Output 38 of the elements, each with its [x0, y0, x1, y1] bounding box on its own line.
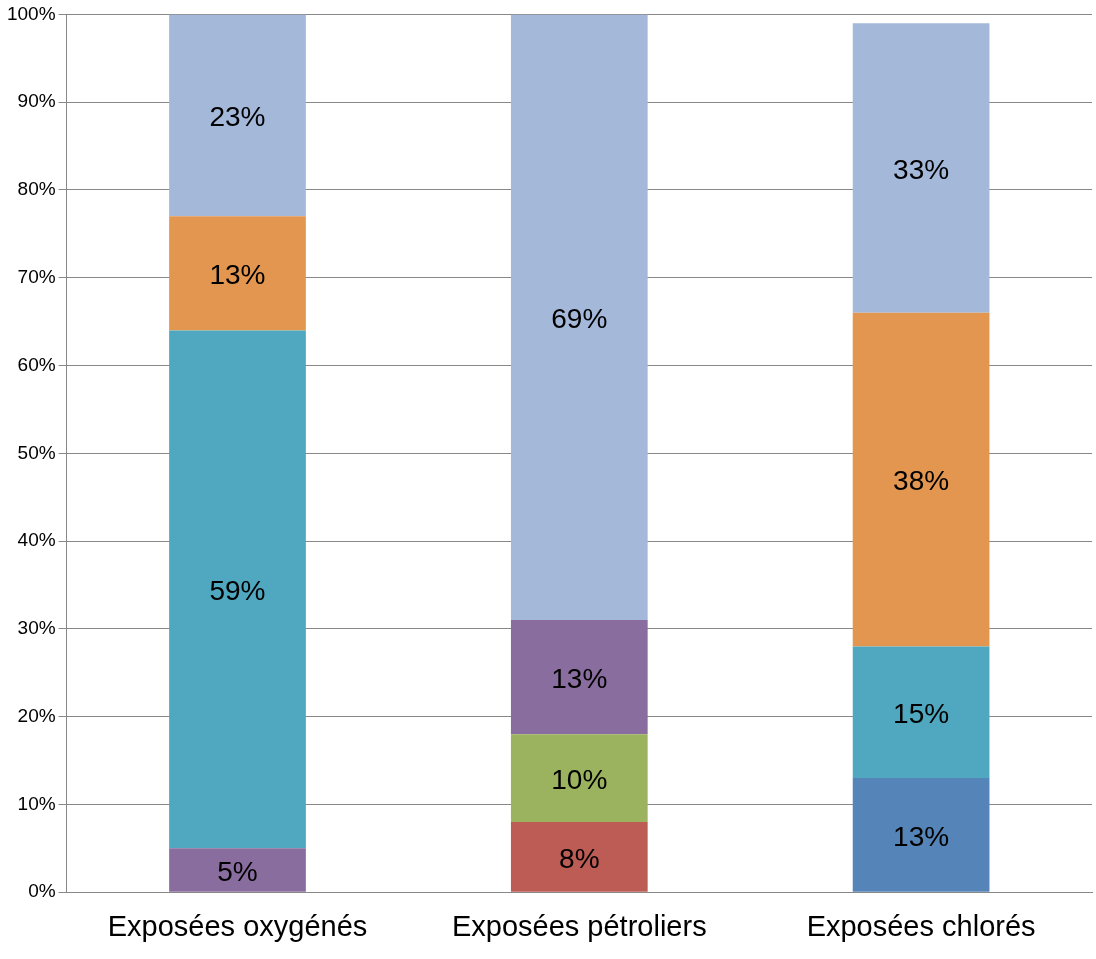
bar: [510, 821, 648, 892]
bar: [852, 23, 990, 313]
data-label: 38%: [893, 465, 950, 497]
data-label: 10%: [551, 763, 608, 795]
bar: [510, 14, 648, 621]
y-tick-label: 90%: [17, 90, 56, 112]
y-tick-label: 10%: [17, 792, 56, 814]
y-tick-label: 0%: [28, 880, 56, 902]
data-label: 13%: [209, 259, 266, 291]
y-tick-label: 80%: [17, 178, 56, 200]
bar: [169, 330, 306, 849]
data-label: 15%: [893, 697, 950, 729]
y-tick-label: 60%: [17, 353, 56, 375]
bar: [852, 646, 990, 779]
y-tick-label: 20%: [17, 704, 56, 726]
bar: [169, 216, 306, 331]
data-label: 5%: [217, 855, 258, 887]
data-label: 8%: [559, 842, 600, 874]
bar: [852, 312, 990, 647]
bar: [169, 848, 306, 892]
bar: [510, 734, 648, 822]
bar: [169, 14, 306, 217]
data-label: 13%: [893, 820, 950, 852]
data-label: 13%: [551, 662, 608, 694]
y-tick-label: 70%: [17, 265, 56, 287]
data-label: 33%: [893, 153, 950, 185]
data-label: 69%: [551, 302, 608, 334]
data-label: 23%: [209, 101, 266, 133]
bar: [510, 620, 648, 735]
bar: [852, 778, 990, 892]
x-tick-label: Exposées chlorés: [806, 909, 1036, 942]
y-tick-label: 40%: [17, 529, 56, 551]
y-tick-label: 100%: [6, 2, 56, 24]
y-tick-label: 50%: [17, 441, 56, 463]
data-label: 59%: [209, 575, 266, 607]
y-tick-label: 30%: [17, 617, 56, 639]
x-tick-label: Exposées oxygénés: [107, 909, 368, 942]
x-tick-label: Exposées pétroliers: [451, 909, 707, 942]
